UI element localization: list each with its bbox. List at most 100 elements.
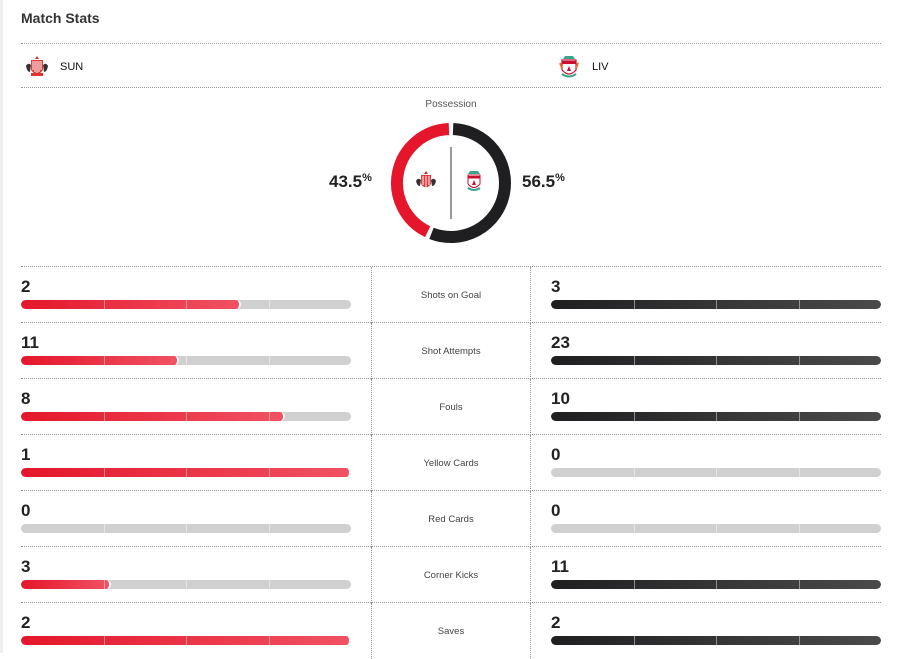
bar-tick <box>103 356 105 365</box>
home-stat: 2 <box>21 267 351 323</box>
stat-row: 3 Corner Kicks 11 <box>21 546 881 603</box>
home-stat-fill <box>21 580 111 589</box>
possession-donut <box>391 123 511 243</box>
away-stat: 3 <box>551 267 881 323</box>
away-stat-bar <box>551 300 881 309</box>
bar-tick <box>716 356 717 365</box>
home-stat-value: 3 <box>21 557 31 576</box>
bar-tick <box>186 580 187 589</box>
home-stat-fill <box>21 636 351 645</box>
bar-tick <box>186 468 187 477</box>
liverpool-crest-icon <box>559 56 579 78</box>
away-stat-bar <box>551 412 881 421</box>
home-stat-value: 11 <box>21 333 39 352</box>
stat-label: Red Cards <box>371 491 531 547</box>
bar-tick <box>716 412 717 421</box>
home-stat: 0 <box>21 491 351 547</box>
home-possession-value: 43.5 <box>329 172 363 191</box>
away-stat: 10 <box>551 379 881 435</box>
home-possession-arc <box>391 123 450 238</box>
bar-tick <box>186 356 187 365</box>
stat-row: 2 Saves 2 <box>21 602 881 659</box>
stat-label: Shots on Goal <box>371 267 531 323</box>
stat-row: 0 Red Cards 0 <box>21 490 881 547</box>
bar-tick <box>633 524 635 533</box>
bar-tick <box>103 412 105 421</box>
away-stat: 11 <box>551 547 881 603</box>
bar-tick <box>103 300 105 309</box>
away-stat-value: 0 <box>551 445 561 464</box>
away-stat-bar <box>551 356 881 365</box>
home-possession: 43.5% <box>329 172 372 192</box>
bar-tick <box>268 356 270 365</box>
bar-tick <box>268 468 270 477</box>
home-stat-fill <box>21 356 179 365</box>
home-stat-bar <box>21 300 351 309</box>
stat-row: 1 Yellow Cards 0 <box>21 434 881 491</box>
bar-tick <box>186 524 187 533</box>
bar-tick <box>186 636 187 645</box>
home-stat-value: 1 <box>21 445 31 464</box>
percent-sign: % <box>362 172 372 184</box>
stat-label: Saves <box>371 603 531 659</box>
away-stat-fill <box>551 636 881 645</box>
away-stat: 0 <box>551 435 881 491</box>
away-stat-value: 3 <box>551 277 561 296</box>
bar-tick <box>798 636 800 645</box>
bar-tick <box>186 412 187 421</box>
bar-tick <box>798 580 800 589</box>
bar-tick <box>716 636 717 645</box>
home-stat-bar <box>21 580 351 589</box>
home-stat-bar <box>21 412 351 421</box>
bar-tick <box>798 524 800 533</box>
bar-tick <box>798 468 800 477</box>
bar-tick <box>716 300 717 309</box>
away-stat-value: 2 <box>551 613 561 632</box>
home-team-abbr: SUN <box>60 61 84 73</box>
bar-tick <box>798 412 800 421</box>
stat-label: Yellow Cards <box>371 435 531 491</box>
away-stat-value: 23 <box>551 333 570 352</box>
sunderland-crest-icon <box>26 56 48 76</box>
stat-row: 8 Fouls 10 <box>21 378 881 435</box>
home-stat-bar <box>21 636 351 645</box>
home-stat: 2 <box>21 603 351 659</box>
away-stat-bar <box>551 636 881 645</box>
away-stat-bar <box>551 524 881 533</box>
bar-tick <box>633 580 635 589</box>
bar-tick <box>716 524 717 533</box>
bar-tick <box>633 468 635 477</box>
possession-label: Possession <box>425 99 477 110</box>
home-stat-bar <box>21 356 351 365</box>
away-team: LIV <box>556 54 609 80</box>
away-stat-bar <box>551 468 881 477</box>
bar-tick <box>268 524 270 533</box>
away-stat-fill <box>551 356 881 365</box>
home-stat-value: 2 <box>21 277 31 296</box>
divider <box>21 43 881 44</box>
home-stat-bar <box>21 524 351 533</box>
stat-label: Fouls <box>371 379 531 435</box>
home-stat: 3 <box>21 547 351 603</box>
away-team-abbr: LIV <box>592 61 609 73</box>
home-stat-value: 2 <box>21 613 31 632</box>
bar-tick <box>103 524 105 533</box>
bar-tick <box>268 412 270 421</box>
away-stat: 0 <box>551 491 881 547</box>
away-stat: 2 <box>551 603 881 659</box>
percent-sign: % <box>555 172 565 184</box>
bar-tick <box>103 636 105 645</box>
bar-tick <box>103 580 105 589</box>
home-stat: 8 <box>21 379 351 435</box>
bar-tick <box>633 412 635 421</box>
home-stat-value: 0 <box>21 501 31 520</box>
away-possession-value: 56.5 <box>522 172 556 191</box>
away-stat-value: 0 <box>551 501 561 520</box>
stat-label: Shot Attempts <box>371 323 531 379</box>
away-stat-fill <box>551 580 881 589</box>
bar-tick <box>633 356 635 365</box>
bar-tick <box>103 468 105 477</box>
liverpool-crest-icon <box>467 171 481 191</box>
home-team: SUN <box>24 54 83 80</box>
stat-row: 2 Shots on Goal 3 <box>21 266 881 323</box>
